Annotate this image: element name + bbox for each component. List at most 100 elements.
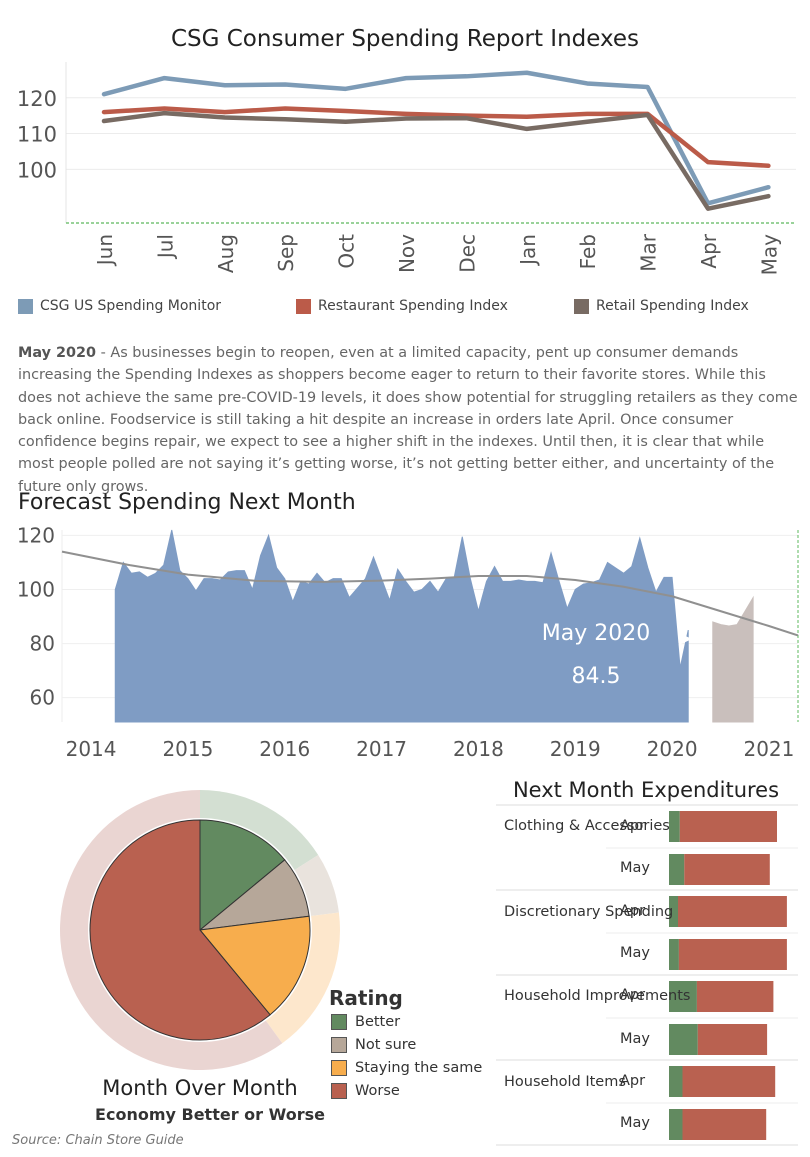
series-line (101, 106, 771, 169)
y-tick-label: 110 (17, 123, 57, 147)
bar-worse (679, 811, 777, 842)
x-tick-label: Jan (516, 234, 540, 267)
bar-better (669, 896, 678, 927)
month-label: Apr (620, 987, 646, 1003)
bar-worse (682, 1109, 767, 1140)
month-label: Apr (620, 903, 646, 919)
category-label-household-items: Household Items (504, 1074, 626, 1090)
bar-better (669, 1109, 683, 1140)
bar-worse (678, 939, 787, 970)
commentary-body: - As businesses begin to reopen, even at… (18, 345, 798, 495)
legend-swatch (331, 1014, 347, 1030)
x-tick-label: 2019 (550, 737, 601, 761)
legend-label: Worse (355, 1083, 400, 1099)
y-tick-label: 80 (30, 632, 55, 656)
bar-worse (697, 1024, 768, 1055)
x-tick-label: 2015 (162, 737, 213, 761)
bar-worse (682, 1066, 776, 1097)
legend-swatch (331, 1037, 347, 1053)
legend-label: CSG US Spending Monitor (40, 298, 222, 314)
month-label: May (620, 860, 650, 876)
x-tick-label: 2018 (453, 737, 504, 761)
rating-legend-better[interactable]: Better (331, 1014, 400, 1030)
x-tick-label: 2014 (66, 737, 117, 761)
forecast-spending-area (712, 595, 754, 723)
y-tick-label: 100 (17, 158, 57, 182)
y-tick-label: 60 (30, 686, 55, 710)
y-tick-label: 100 (17, 577, 55, 601)
rating-legend-not-sure[interactable]: Not sure (331, 1037, 416, 1053)
annotation-value: 84.5 (572, 664, 621, 689)
forecast-area-chart: 60 80 100 120 2014 2015 2016 2017 2018 2019 2020 20… (17, 523, 799, 761)
x-tick-label: Aug (214, 234, 238, 273)
rating-legend-title: Rating (329, 986, 403, 1010)
bar-better (669, 939, 679, 970)
month-label: May (620, 945, 650, 961)
month-label: Apr (620, 1073, 646, 1089)
legend-swatch (574, 298, 589, 314)
legend-swatch (331, 1060, 347, 1076)
expenditures-title: Next Month Expenditures (512, 778, 780, 802)
y-tick-label: 120 (17, 523, 55, 547)
category-label-discretionary: Discretionary Spending (504, 904, 674, 920)
commentary-lead: May 2020 (18, 345, 97, 361)
rating-legend-worse[interactable]: Worse (331, 1083, 400, 1099)
source-note: Source: Chain Store Guide (12, 1133, 184, 1148)
expenditures-bar-chart (496, 804, 798, 1146)
bar-better (669, 811, 680, 842)
legend-label: Restaurant Spending Index (318, 298, 508, 314)
x-tick-label: Mar (637, 233, 661, 272)
top-chart-title: CSG Consumer Spending Report Indexes (170, 26, 640, 52)
pie-slice (89, 819, 271, 1041)
bar-better (669, 854, 685, 885)
pie-title: Month Over Month (102, 1076, 298, 1100)
series-line (101, 70, 771, 206)
bar-worse (678, 896, 787, 927)
legend-item-restaurant-index[interactable]: Restaurant Spending Index (296, 298, 508, 314)
bar-better (669, 981, 697, 1012)
x-tick-label: Oct (335, 234, 359, 269)
series-line (101, 110, 771, 211)
economy-pie-chart (59, 790, 340, 1070)
legend-label: Staying the same (355, 1060, 483, 1076)
month-label: May (620, 1115, 650, 1131)
rating-legend-staying-same[interactable]: Staying the same (331, 1060, 482, 1076)
x-tick-label: May (757, 234, 781, 276)
category-label-clothing: Clothing & Accessories (504, 818, 670, 834)
x-tick-label: 2017 (356, 737, 407, 761)
annotation-label: May 2020 (542, 621, 650, 646)
legend-label: Not sure (355, 1037, 417, 1053)
x-tick-label: Jul (153, 234, 177, 260)
month-label: May (620, 1031, 650, 1047)
legend-swatch (296, 298, 311, 314)
trend-line (61, 550, 799, 637)
legend-label: Better (355, 1014, 401, 1030)
pie-subtitle: Economy Better or Worse (95, 1105, 325, 1124)
bar-worse (696, 981, 774, 1012)
x-tick-label: Dec (455, 234, 479, 273)
x-tick-label: Jun (93, 234, 117, 267)
x-tick-label: 2020 (647, 737, 698, 761)
bar-better (669, 1066, 683, 1097)
legend-swatch (331, 1083, 347, 1099)
x-tick-label: Apr (697, 233, 721, 268)
pie-slice (199, 819, 286, 932)
x-tick-label: 2016 (259, 737, 310, 761)
bar-better (669, 1024, 698, 1055)
commentary-paragraph: May 2020 - As businesses begin to reopen… (18, 342, 798, 498)
category-label-household-improvements: Household Improvements (504, 988, 691, 1004)
x-tick-label: 2021 (743, 737, 794, 761)
x-tick-label: Sep (274, 234, 298, 272)
pie-slice (199, 915, 311, 1016)
month-label: Apr (620, 818, 646, 834)
spending-index-line-chart: 100 110 120 Jun Jul Aug Sep Oct Nov Dec Jan Feb Mar A… (17, 62, 796, 276)
legend-item-retail-index[interactable]: Retail Spending Index (574, 298, 749, 314)
legend-swatch (18, 298, 33, 314)
legend-item-spending-monitor[interactable]: CSG US Spending Monitor (18, 298, 221, 314)
x-tick-label: Feb (576, 234, 600, 269)
annotation-arrow (679, 633, 692, 645)
forecast-chart-title: Forecast Spending Next Month (18, 490, 356, 515)
y-tick-label: 120 (17, 87, 57, 111)
legend-label: Retail Spending Index (596, 298, 749, 314)
bar-worse (684, 854, 770, 885)
